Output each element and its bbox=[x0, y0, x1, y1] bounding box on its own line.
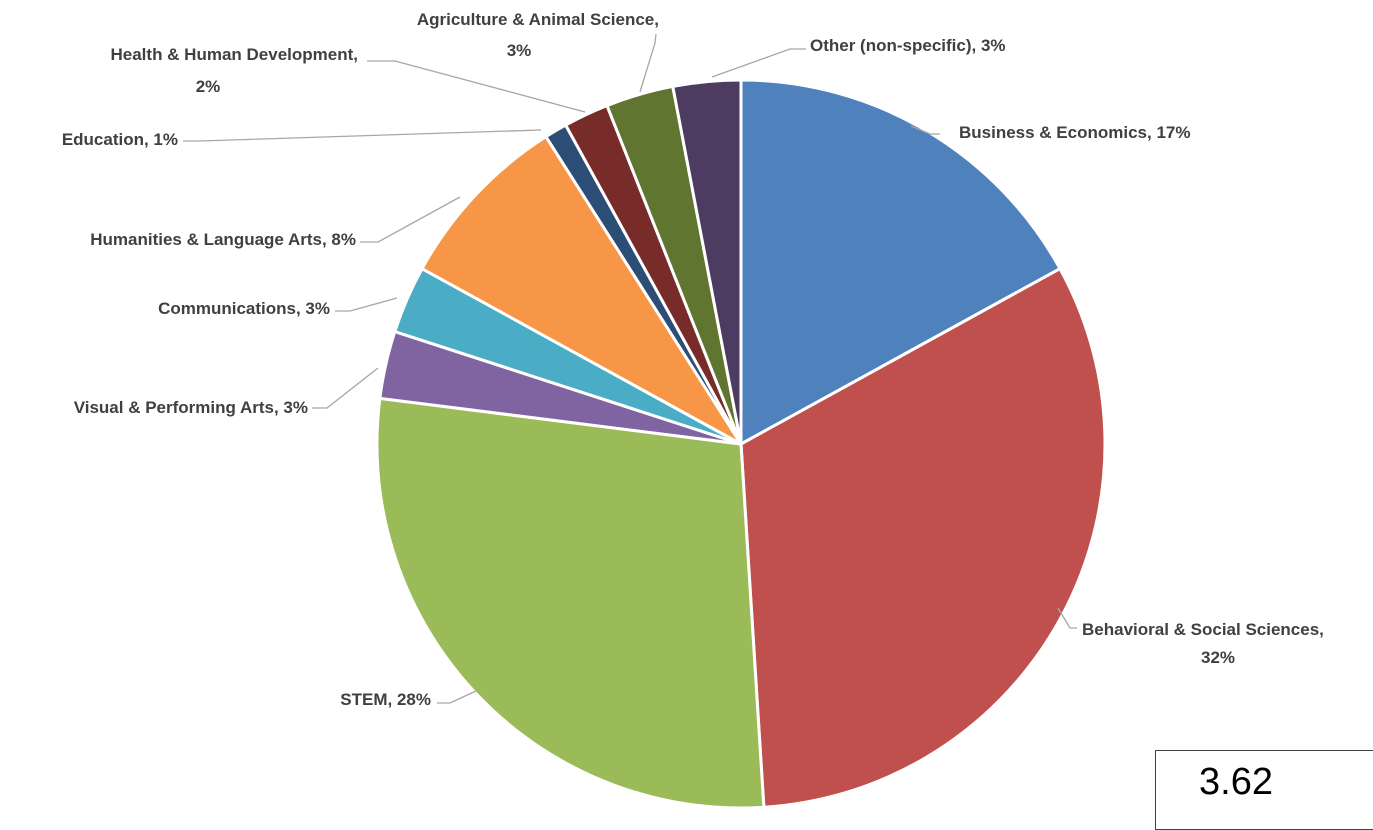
data-label-3: STEM, 28% bbox=[340, 690, 431, 709]
data-label-4: Visual & Performing Arts, 3% bbox=[74, 398, 308, 417]
data-label-8-line-2: 2% bbox=[196, 77, 221, 96]
leader-line-8 bbox=[367, 60, 586, 113]
pie-slices bbox=[375, 78, 1107, 808]
data-label-2-line-2: 32% bbox=[1201, 648, 1235, 667]
leader-line-1 bbox=[910, 125, 940, 135]
pie-chart: Business & Economics, 17% Behavioral & So… bbox=[62, 10, 1324, 808]
pie-slice-10 bbox=[671, 78, 743, 445]
leader-line-4 bbox=[312, 367, 379, 409]
leader-lines bbox=[183, 33, 1077, 704]
value-box: 3.62 bbox=[1155, 750, 1373, 830]
data-label-8-line-1: Health & Human Development, bbox=[111, 45, 359, 64]
data-label-7: Education, 1% bbox=[62, 130, 178, 149]
leader-line-2 bbox=[1057, 607, 1077, 629]
data-label-6: Humanities & Language Arts, 8% bbox=[90, 230, 356, 249]
pie-slice-1 bbox=[739, 78, 1063, 447]
data-label-9-line-2: 3% bbox=[507, 41, 532, 60]
leader-line-6 bbox=[360, 196, 461, 243]
data-labels: Business & Economics, 17% Behavioral & So… bbox=[62, 10, 1324, 709]
pie-slice-3 bbox=[375, 396, 766, 808]
leader-line-7 bbox=[183, 129, 542, 142]
data-label-2-line-1: Behavioral & Social Sciences, bbox=[1082, 620, 1324, 639]
data-label-10: Other (non-specific), 3% bbox=[810, 36, 1006, 55]
data-label-5: Communications, 3% bbox=[158, 299, 330, 318]
value-box-text: 3.62 bbox=[1199, 761, 1273, 803]
leader-line-9 bbox=[639, 33, 657, 93]
data-label-1: Business & Economics, 17% bbox=[959, 123, 1190, 142]
data-label-9-line-1: Agriculture & Animal Science, bbox=[417, 10, 659, 29]
leader-line-3 bbox=[437, 690, 477, 704]
leader-line-10 bbox=[711, 48, 806, 78]
pie-slice-6 bbox=[419, 134, 743, 446]
leader-line-5 bbox=[335, 297, 398, 312]
pie-slice-2 bbox=[739, 266, 1107, 808]
